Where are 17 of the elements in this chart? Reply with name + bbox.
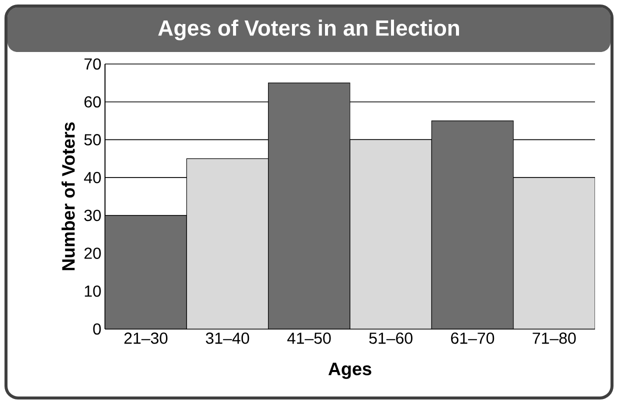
y-tick-label: 30 — [84, 210, 101, 222]
y-tick-label: 0 — [93, 323, 101, 335]
y-tick-label: 40 — [84, 172, 101, 184]
x-tick-label: 41–50 — [287, 332, 331, 344]
chart-title: Ages of Voters in an Election — [158, 20, 459, 40]
x-tick-label: 21–30 — [124, 332, 168, 344]
y-tick-label: 10 — [84, 285, 101, 297]
x-tick-label: 71–80 — [532, 332, 576, 344]
x-tick-label: 61–70 — [451, 332, 494, 344]
x-tick-label: 31–40 — [206, 332, 250, 344]
x-tick-label: 51–60 — [369, 332, 412, 344]
y-tick-label: 60 — [84, 96, 101, 108]
y-tick-label: 50 — [84, 134, 101, 146]
y-axis-title: Number of Voters — [62, 122, 75, 270]
x-axis-title: Ages — [328, 362, 372, 379]
y-tick-label: 20 — [84, 248, 101, 259]
y-tick-label: 70 — [84, 58, 101, 70]
